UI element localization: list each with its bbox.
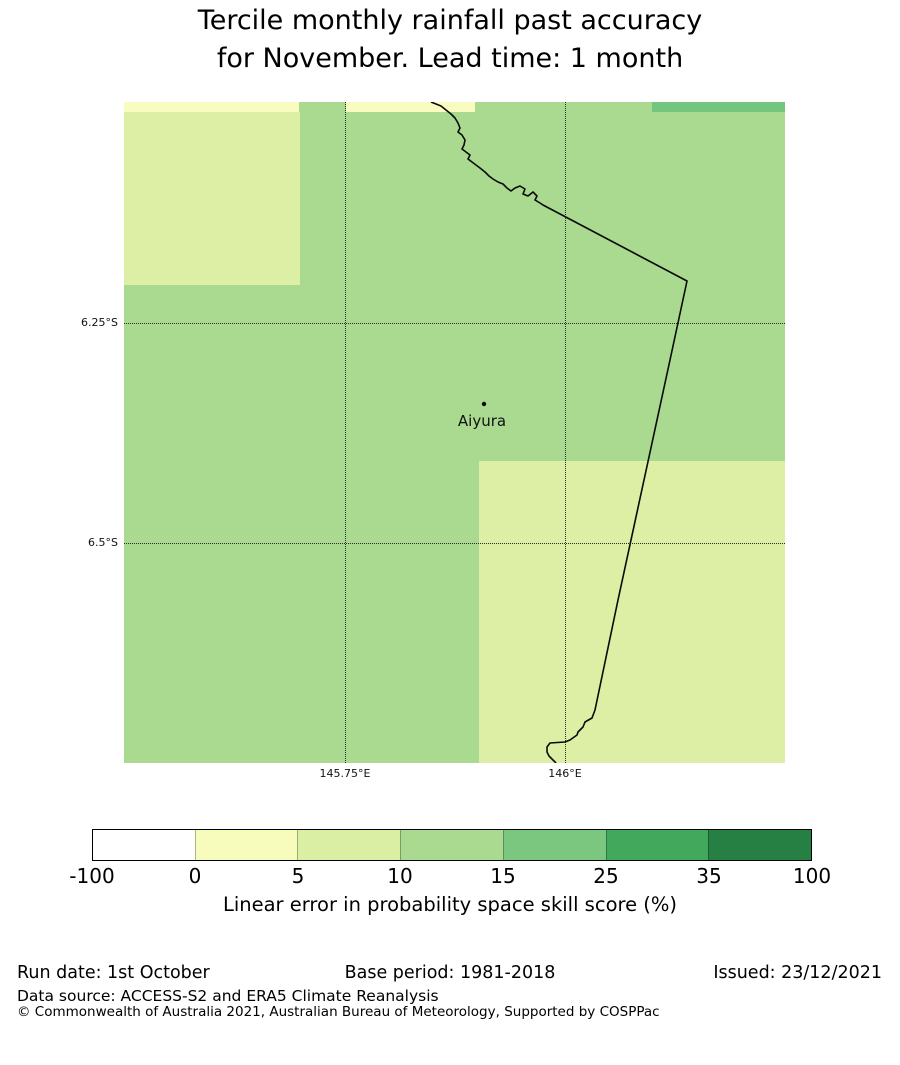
colorbar-segment-4: [400, 830, 503, 860]
map-plot-area: Aiyura: [124, 102, 785, 763]
map-region-northwest-block: [124, 112, 300, 285]
colorbar-tick-neg100: -100: [69, 864, 115, 888]
colorbar-tick-35: 35: [696, 864, 722, 888]
colorbar-tick-10: 10: [387, 864, 413, 888]
colorbar-tick-100: 100: [792, 864, 832, 888]
colorbar-segment-7: [708, 830, 812, 860]
footer-issued-date: Issued: 23/12/2021: [713, 963, 882, 983]
colorbar-segment-2: [194, 830, 298, 860]
gridline-lat-6-25: [124, 323, 785, 324]
colorbar-caption: Linear error in probability space skill …: [222, 893, 678, 916]
gridline-lat-6-5: [124, 543, 785, 544]
colorbar-segment-6: [605, 830, 709, 860]
district-boundary-line: [430, 102, 688, 763]
gridline-lon-145-75: [345, 102, 346, 763]
footer-data-source: Data source: ACCESS-S2 and ERA5 Climate …: [17, 987, 439, 1005]
y-axis-tick-6-25s: 6.25°S: [81, 316, 118, 329]
colorbar: [92, 829, 812, 861]
colorbar-segment-3: [297, 830, 401, 860]
chart-title-line1: Tercile monthly rainfall past accuracy: [197, 5, 703, 36]
chart-title-line2: for November. Lead time: 1 month: [216, 43, 684, 74]
station-marker-dot: [481, 401, 487, 407]
footer-run-date: Run date: 1st October: [17, 963, 210, 983]
x-axis-tick-146e: 146°E: [548, 767, 582, 780]
footer-copyright: © Commonwealth of Australia 2021, Austra…: [17, 1004, 660, 1020]
x-axis-tick-145-75e: 145.75°E: [319, 767, 371, 780]
colorbar-tick-0: 0: [188, 864, 202, 888]
colorbar-segment-1: [93, 830, 195, 860]
station-label: Aiyura: [457, 412, 507, 430]
map-region-north-strip-mid: [346, 102, 475, 112]
map-region-northeast-strip: [652, 102, 785, 112]
footer-base-period: Base period: 1981-2018: [344, 963, 556, 983]
map-region-southeast-block: [479, 461, 785, 763]
colorbar-tick-15: 15: [490, 864, 516, 888]
chart-title: Tercile monthly rainfall past accuracy f…: [0, 2, 900, 78]
colorbar-tick-5: 5: [291, 864, 305, 888]
colorbar-segment-5: [502, 830, 606, 860]
map-region-north-strip-west: [124, 102, 299, 112]
colorbar-tick-25: 25: [593, 864, 619, 888]
gridline-lon-146: [565, 102, 566, 763]
y-axis-tick-6-5s: 6.5°S: [88, 536, 118, 549]
